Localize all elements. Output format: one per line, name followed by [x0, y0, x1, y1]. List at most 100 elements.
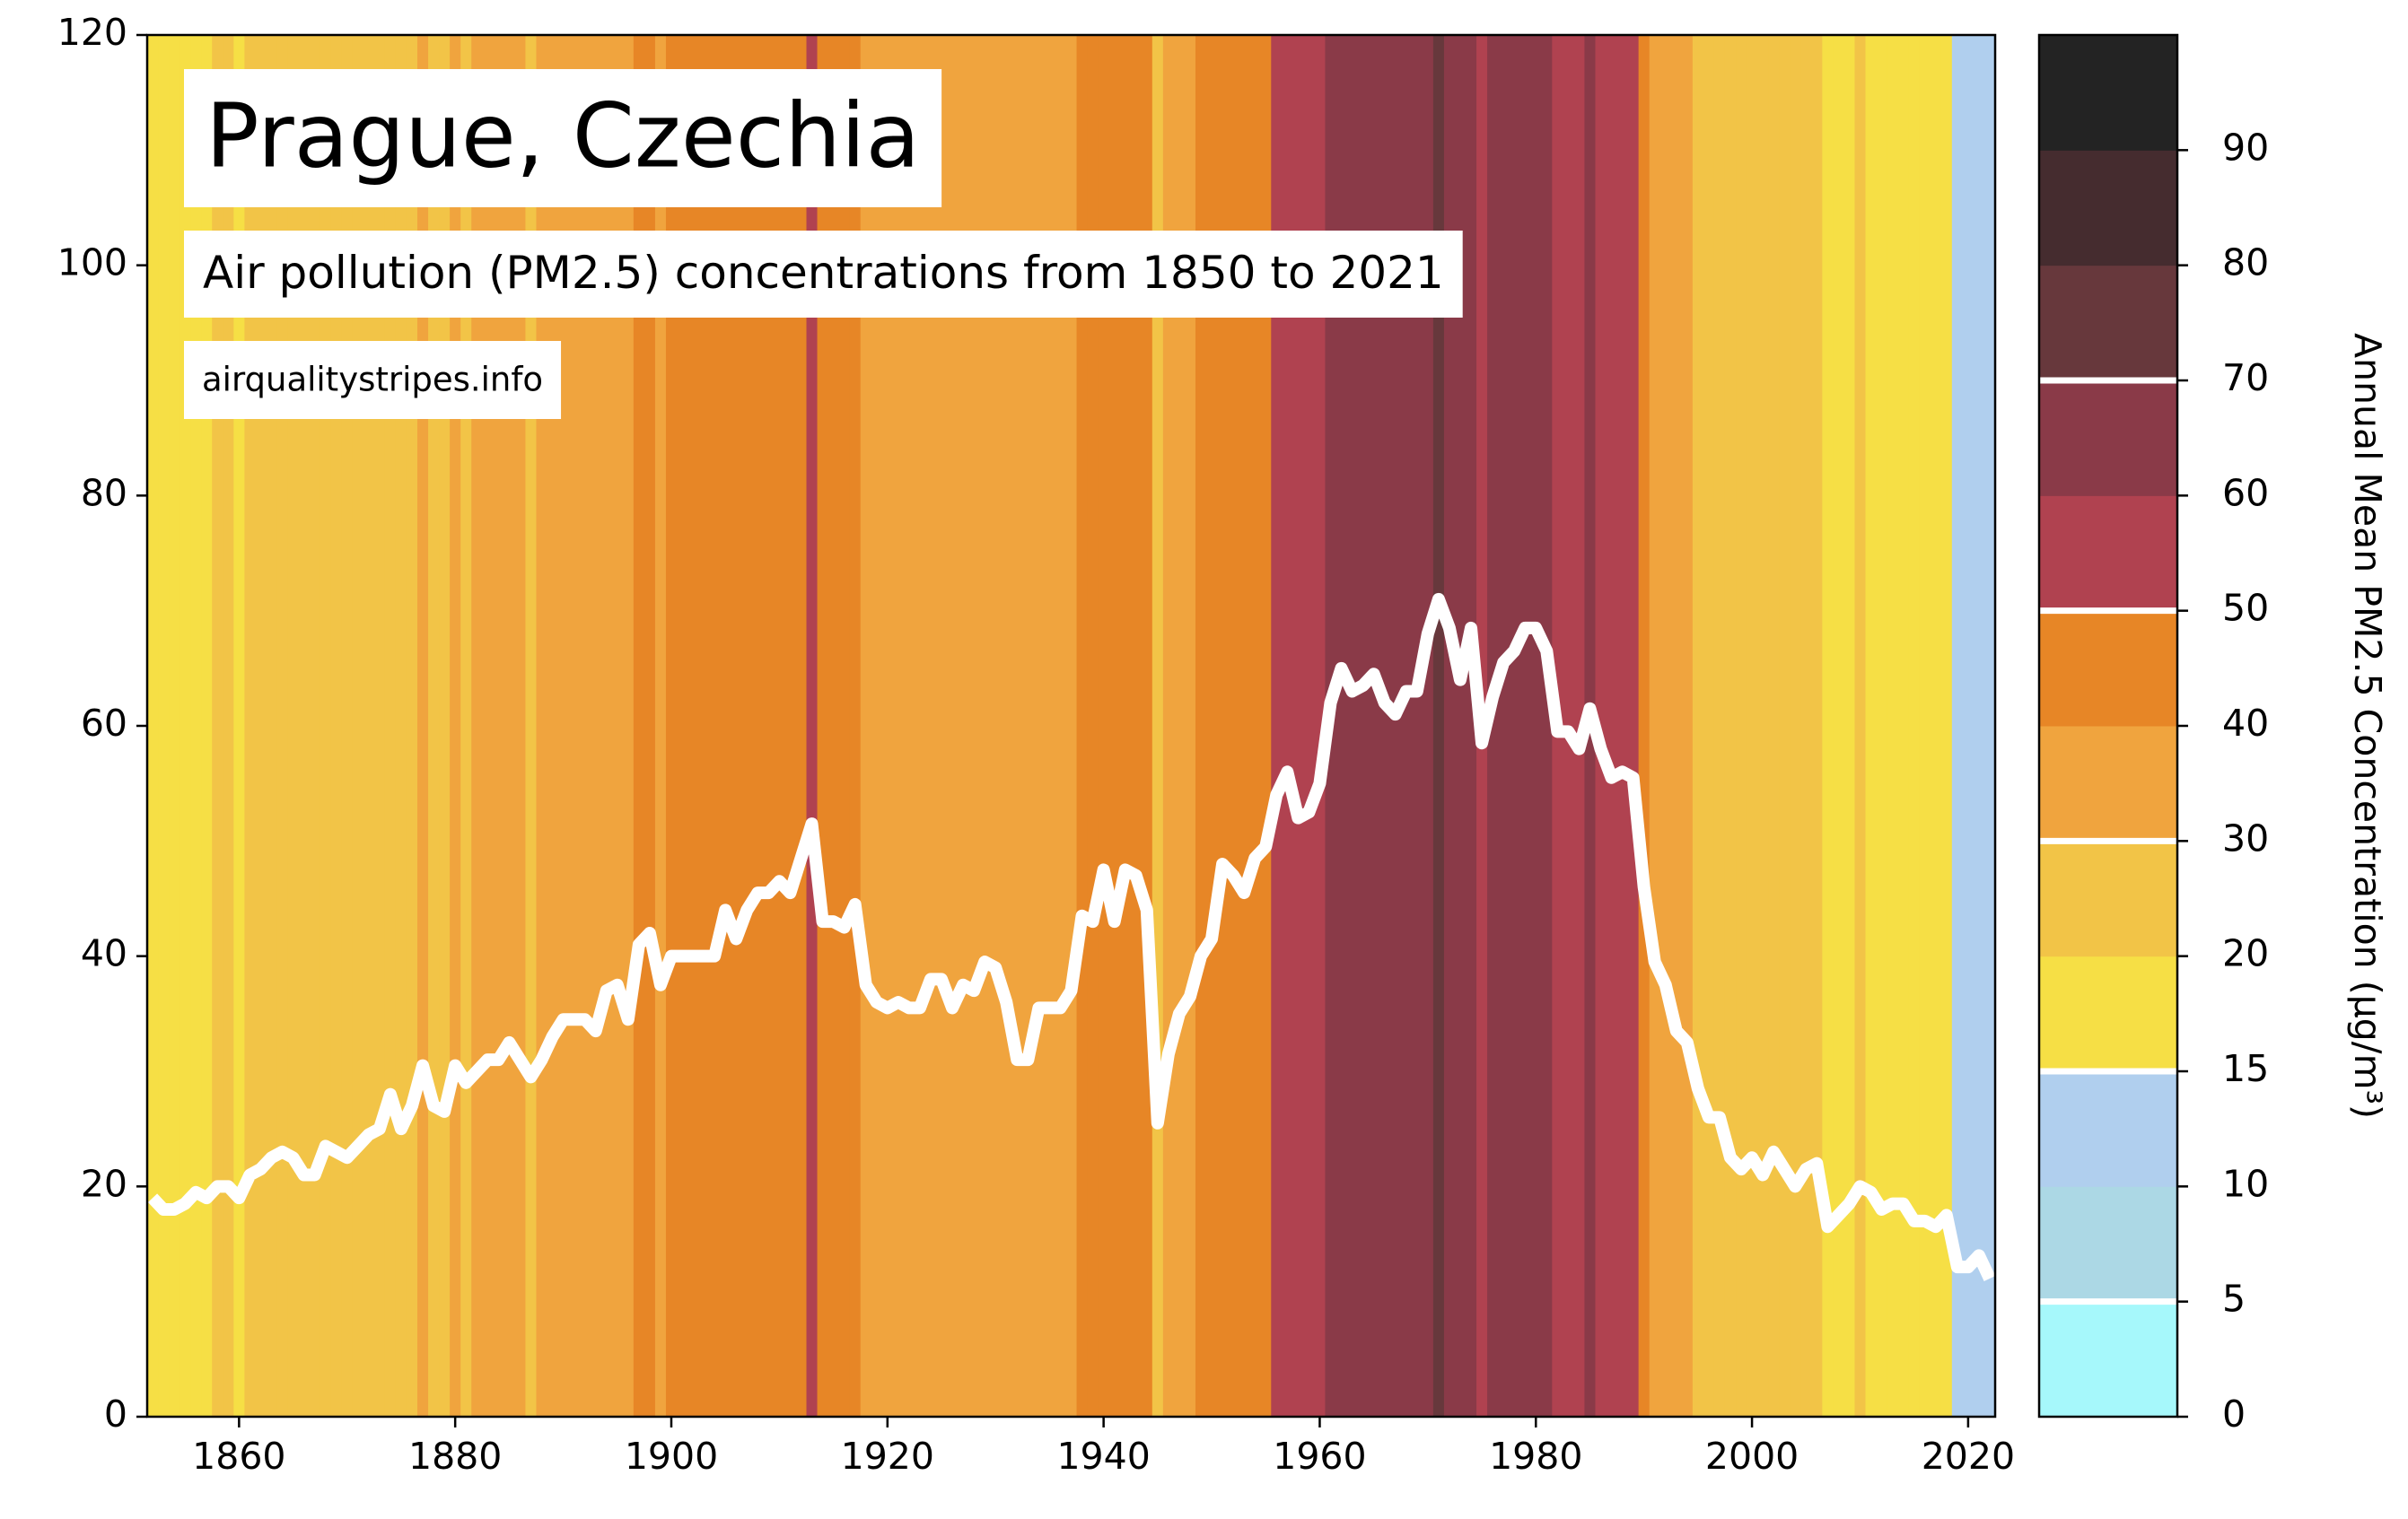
- stripe: [1271, 35, 1283, 1417]
- stripe: [1217, 35, 1229, 1417]
- x-tick-label: 2020: [1922, 1435, 2015, 1478]
- stripe: [1465, 35, 1477, 1417]
- stripe: [752, 35, 764, 1417]
- stripe: [622, 35, 635, 1417]
- stripe: [1173, 35, 1186, 1417]
- stripe: [958, 35, 969, 1417]
- y-tick-label: 20: [81, 1162, 127, 1205]
- stripe: [1616, 35, 1629, 1417]
- x-tick-label: 1900: [625, 1435, 718, 1478]
- colorbar-bin: [2039, 610, 2177, 727]
- colorbar-tick-label: 20: [2222, 932, 2269, 975]
- stripe: [1335, 35, 1348, 1417]
- stripe: [1282, 35, 1293, 1417]
- stripe: [1973, 35, 1985, 1417]
- stripe: [1239, 35, 1250, 1417]
- stripe: [1001, 35, 1012, 1417]
- colorbar-tick-label: 30: [2222, 816, 2269, 860]
- stripe: [1983, 35, 1996, 1417]
- colorbar-bin: [2039, 1301, 2177, 1418]
- colorbar-tick-label: 60: [2222, 471, 2269, 514]
- x-tick-label: 1980: [1489, 1435, 1582, 1478]
- stripe: [1822, 35, 1834, 1417]
- stripe: [827, 35, 840, 1417]
- stripe: [1033, 35, 1045, 1417]
- stripe: [1638, 35, 1651, 1417]
- stripe: [795, 35, 808, 1417]
- stripe: [1065, 35, 1078, 1417]
- stripe: [1076, 35, 1089, 1417]
- stripe: [1195, 35, 1207, 1417]
- y-tick-label: 80: [81, 471, 127, 514]
- stripe: [1432, 35, 1445, 1417]
- chart-title-box: [184, 69, 942, 207]
- stripe: [1314, 35, 1327, 1417]
- stripe: [903, 35, 915, 1417]
- stripe: [990, 35, 1002, 1417]
- stripe: [1292, 35, 1304, 1417]
- stripe: [687, 35, 699, 1417]
- stripe: [1530, 35, 1542, 1417]
- stripe: [1627, 35, 1640, 1417]
- stripe: [709, 35, 721, 1417]
- colorbar-bin: [2039, 1071, 2177, 1187]
- stripe: [1443, 35, 1456, 1417]
- colorbar-bin: [2039, 956, 2177, 1072]
- x-tick-label: 1920: [841, 1435, 934, 1478]
- stripe: [1962, 35, 1975, 1417]
- stripe: [1509, 35, 1520, 1417]
- stripe: [947, 35, 959, 1417]
- stripe: [1184, 35, 1196, 1417]
- stripe: [1692, 35, 1704, 1417]
- colorbar-tick-label: 50: [2222, 587, 2269, 630]
- stripe: [1887, 35, 1899, 1417]
- colorbar-bin: [2039, 265, 2177, 381]
- stripe: [1389, 35, 1402, 1417]
- stripe: [1865, 35, 1878, 1417]
- stripe: [1400, 35, 1413, 1417]
- stripe: [579, 35, 591, 1417]
- stripe: [1724, 35, 1737, 1417]
- stripe: [1498, 35, 1510, 1417]
- stripe: [1951, 35, 1964, 1417]
- stripe: [1790, 35, 1801, 1417]
- stripe: [1897, 35, 1910, 1417]
- stripe: [654, 35, 667, 1417]
- x-tick-label: 1860: [192, 1435, 285, 1478]
- stripe: [860, 35, 872, 1417]
- stripe: [979, 35, 991, 1417]
- y-tick-label: 60: [81, 702, 127, 745]
- y-tick-label: 100: [57, 241, 127, 284]
- stripe: [849, 35, 862, 1417]
- stripe: [590, 35, 602, 1417]
- stripe: [1779, 35, 1791, 1417]
- stripe: [1843, 35, 1856, 1417]
- stripe: [1606, 35, 1618, 1417]
- colorbar-tick-label: 40: [2222, 702, 2269, 745]
- stripe: [1659, 35, 1672, 1417]
- stripe: [817, 35, 829, 1417]
- stripe: [147, 35, 159, 1417]
- colorbar-tick-label: 90: [2222, 126, 2269, 169]
- stripe: [881, 35, 894, 1417]
- stripe: [1357, 35, 1370, 1417]
- stripe: [1800, 35, 1812, 1417]
- colorbar-tick-label: 0: [2222, 1392, 2246, 1436]
- stripe: [1768, 35, 1780, 1417]
- stripe: [1108, 35, 1121, 1417]
- colorbar-bin: [2039, 150, 2177, 266]
- colorbar-tick-label: 5: [2222, 1278, 2246, 1321]
- stripe: [1379, 35, 1391, 1417]
- stripe: [1940, 35, 1953, 1417]
- stripe: [1670, 35, 1683, 1417]
- chart-source: airqualitystripes.info: [202, 360, 543, 398]
- stripe: [968, 35, 980, 1417]
- stripe: [1681, 35, 1694, 1417]
- stripe: [1649, 35, 1661, 1417]
- stripe: [1876, 35, 1888, 1417]
- colorbar-bin: [2039, 380, 2177, 496]
- x-tick-label: 1880: [408, 1435, 502, 1478]
- stripe: [784, 35, 797, 1417]
- stripe: [1541, 35, 1553, 1417]
- chart-title: Prague, Czechia: [206, 84, 920, 188]
